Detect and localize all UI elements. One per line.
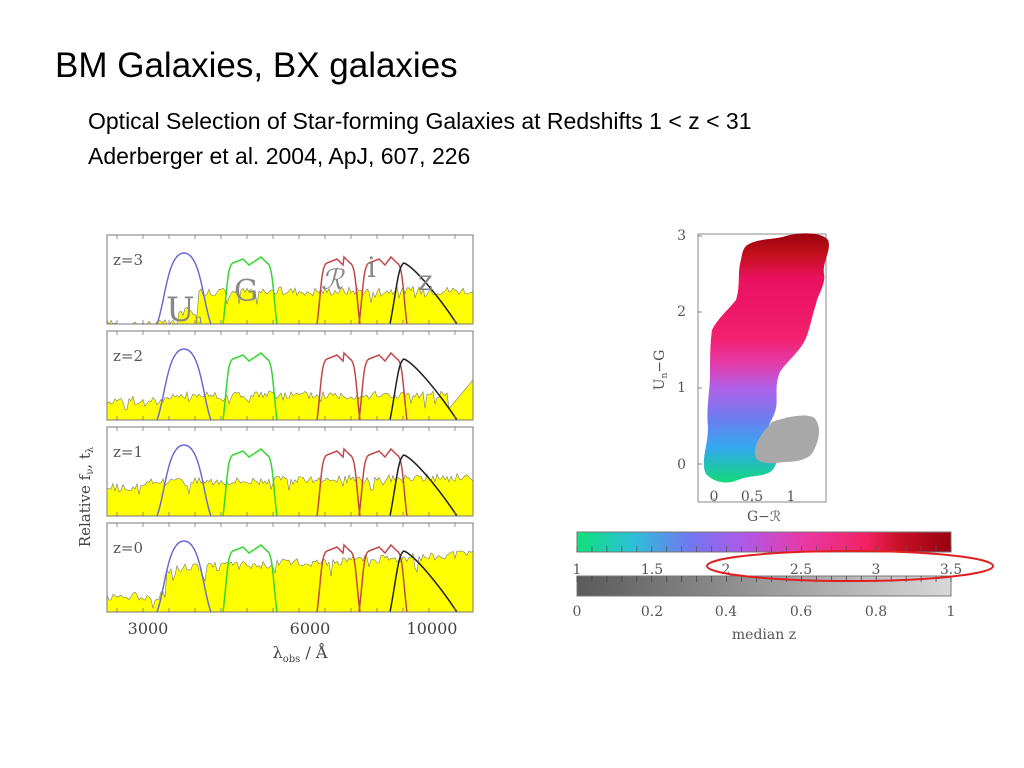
filter-curve-z <box>389 262 458 324</box>
x-tick-label: 0.5 <box>741 489 763 505</box>
redshift-panel-label: z=3 <box>113 251 143 269</box>
filter-label-g: G <box>234 274 258 309</box>
y-tick-label: 3 <box>677 228 686 244</box>
spectrum-panel: z=1 <box>106 426 474 517</box>
x-tick-label: 6000 <box>290 619 331 638</box>
filter-label-i: i <box>367 251 376 284</box>
redshift-panel-label: z=2 <box>113 347 143 365</box>
x-tick-label: 0 <box>710 489 719 505</box>
spectrum-fill <box>107 472 473 516</box>
citation-title: Optical Selection of Star-forming Galaxi… <box>88 108 752 134</box>
graybar-tick-labels: 0 0.2 0.4 0.6 0.8 1 <box>573 604 956 620</box>
svg-text:3.5: 3.5 <box>940 562 962 578</box>
filter-curve-z <box>389 358 458 420</box>
spectrum-fill <box>107 379 473 420</box>
filter-curve-un <box>156 348 212 420</box>
filter-curve-g <box>222 256 278 324</box>
filter-spectra-figure: z=3 z=2 z=1 z=0 Relative fν, tλ 3000 6000 1… <box>76 234 474 665</box>
filter-curve-g <box>222 544 278 612</box>
filter-curve-un <box>156 444 212 516</box>
x-tick-label: 3000 <box>128 619 169 638</box>
svg-text:0: 0 <box>573 604 582 620</box>
low-redshift-region <box>754 415 820 464</box>
spectrum-panel: z=3 <box>106 234 474 325</box>
spectrum-panel: z=0 <box>106 522 474 613</box>
filter-curve-i <box>358 543 408 612</box>
redshift-colorbar <box>576 531 952 553</box>
svg-text:0.4: 0.4 <box>715 604 737 620</box>
filter-curve-r <box>316 255 361 324</box>
svg-text:0.2: 0.2 <box>641 604 663 620</box>
y-tick-label: 1 <box>677 380 686 396</box>
svg-text:2.5: 2.5 <box>790 562 812 578</box>
x-axis-label: G−ℛ <box>747 509 781 525</box>
x-tick-label: 10000 <box>407 619 458 638</box>
filter-curve-r <box>316 543 361 612</box>
filter-curve-g <box>222 352 278 420</box>
filter-curve-z <box>389 454 458 516</box>
x-axis-label: λobs / Å <box>273 642 328 665</box>
redshift-panel-label: z=1 <box>113 443 143 461</box>
y-tick-label: 2 <box>677 304 686 320</box>
colorbar-tick-labels: 1 1.5 2 2.5 3 3.5 <box>573 562 963 578</box>
x-tick-label: 1 <box>787 489 796 505</box>
redshift-panel-label: z=0 <box>113 539 143 557</box>
filter-label-r: ℛ <box>321 263 345 296</box>
panel-frame <box>106 522 474 613</box>
spectrum-panel: z=2 <box>106 330 474 421</box>
svg-text:0.6: 0.6 <box>790 604 812 620</box>
colorbar-label: median z <box>732 627 796 643</box>
filter-curve-r <box>316 351 361 420</box>
citation-reference: Aderberger et al. 2004, ApJ, 607, 226 <box>88 143 471 169</box>
svg-text:1: 1 <box>573 562 582 578</box>
svg-text:1: 1 <box>947 604 956 620</box>
filter-curve-r <box>316 447 361 516</box>
panel-frame <box>106 426 474 517</box>
filter-curve-g <box>222 448 278 516</box>
panel-frame <box>106 330 474 421</box>
filter-curve-i <box>358 351 408 420</box>
svg-text:2: 2 <box>722 562 731 578</box>
slide-title: BM Galaxies, BX galaxies <box>55 46 458 85</box>
redshift-region <box>703 233 829 483</box>
filter-label-z: z <box>418 264 433 297</box>
y-axis-label: Un−G <box>652 350 670 391</box>
svg-text:1.5: 1.5 <box>641 562 663 578</box>
filter-curve-i <box>358 255 408 324</box>
filter-curve-i <box>358 447 408 516</box>
y-axis-label: Relative fν, tλ <box>76 446 96 547</box>
filter-curve-z <box>389 550 458 612</box>
y-tick-label: 0 <box>677 457 686 473</box>
panel-frame <box>106 234 474 325</box>
spectrum-fill <box>107 285 473 324</box>
spectrum-fill <box>107 550 473 612</box>
highlight-ellipse <box>706 550 994 582</box>
filter-curve-un <box>156 252 212 324</box>
filter-label-un: Un <box>166 290 203 330</box>
color-color-diagram: 3 2 1 0 0 0.5 1 G−ℛ Un−G 1 1.5 2 2.5 3 3… <box>573 228 994 643</box>
filter-curve-un <box>156 540 212 612</box>
svg-text:0.8: 0.8 <box>865 604 887 620</box>
svg-text:3: 3 <box>872 562 881 578</box>
